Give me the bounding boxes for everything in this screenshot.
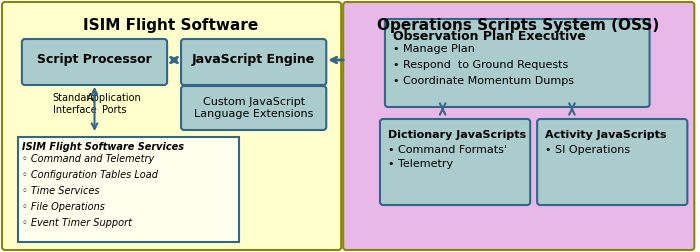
FancyBboxPatch shape (181, 39, 326, 85)
Text: ◦ Configuration Tables Load: ◦ Configuration Tables Load (22, 170, 158, 180)
Text: Observation Plan Executive: Observation Plan Executive (393, 30, 586, 43)
FancyBboxPatch shape (385, 19, 650, 107)
Text: • Command Formats': • Command Formats' (388, 145, 507, 155)
Text: Activity JavaScripts: Activity JavaScripts (545, 130, 666, 140)
Text: ◦ Time Services: ◦ Time Services (22, 186, 99, 196)
Text: Operations Scripts System (OSS): Operations Scripts System (OSS) (377, 18, 659, 33)
Text: • Manage Plan: • Manage Plan (393, 44, 475, 54)
Text: • SI Operations: • SI Operations (545, 145, 630, 155)
Text: Dictionary JavaScripts: Dictionary JavaScripts (388, 130, 526, 140)
Text: ISIM Flight Software: ISIM Flight Software (83, 18, 259, 33)
Text: Application
Ports: Application Ports (87, 93, 142, 115)
Text: ◦ Event Timer Support: ◦ Event Timer Support (22, 218, 132, 228)
FancyBboxPatch shape (2, 2, 341, 250)
FancyBboxPatch shape (537, 119, 687, 205)
FancyBboxPatch shape (181, 86, 326, 130)
Text: Standard
Interface: Standard Interface (52, 93, 97, 115)
Text: Script Processor: Script Processor (37, 53, 152, 67)
Text: ISIM Flight Software Services: ISIM Flight Software Services (22, 142, 184, 152)
Text: • Respond  to Ground Requests: • Respond to Ground Requests (393, 60, 568, 70)
Bar (18, 137, 239, 242)
Text: ◦ Command and Telemetry: ◦ Command and Telemetry (22, 154, 154, 164)
FancyBboxPatch shape (380, 119, 530, 205)
FancyBboxPatch shape (343, 2, 694, 250)
FancyBboxPatch shape (22, 39, 167, 85)
Text: ◦ File Operations: ◦ File Operations (22, 202, 105, 212)
Text: JavaScript Engine: JavaScript Engine (192, 53, 315, 67)
Text: Custom JavaScript
Language Extensions: Custom JavaScript Language Extensions (194, 97, 314, 119)
Text: • Coordinate Momentum Dumps: • Coordinate Momentum Dumps (393, 76, 574, 86)
Text: • Telemetry: • Telemetry (388, 159, 453, 169)
